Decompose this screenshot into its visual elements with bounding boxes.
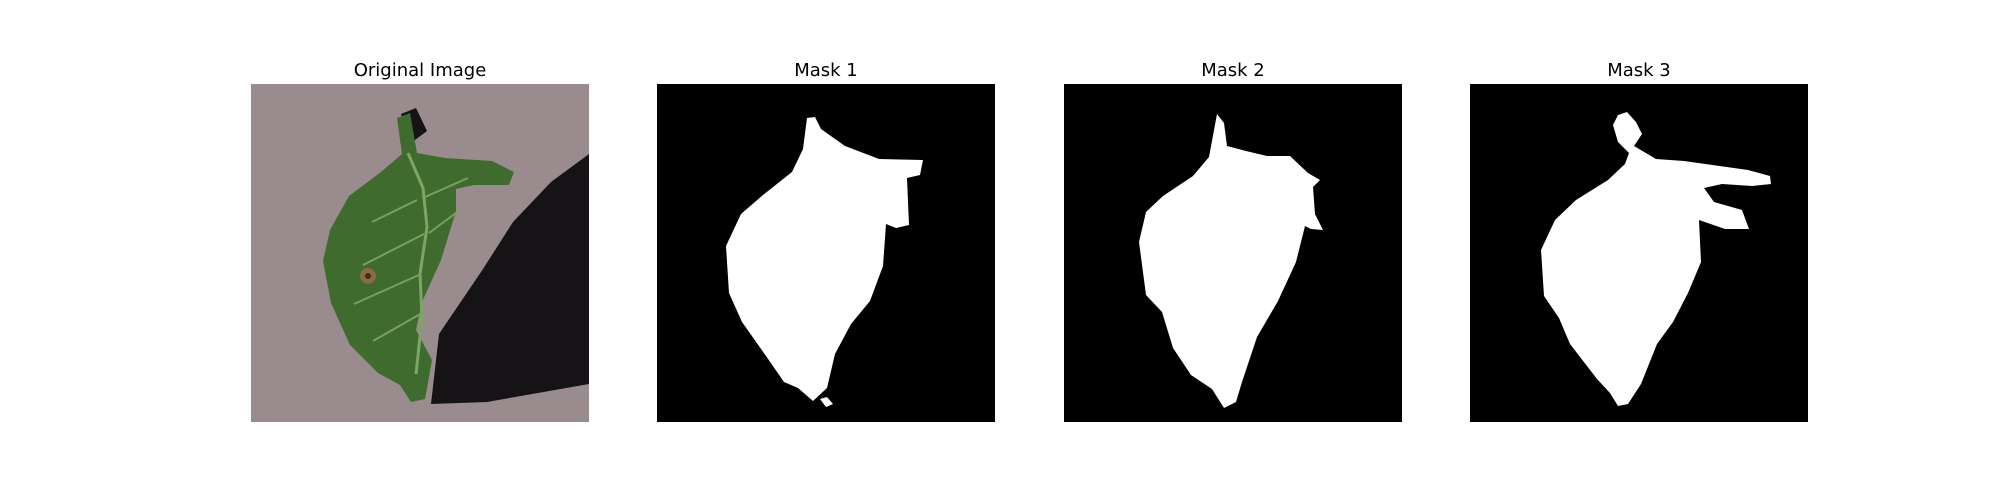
mask-1-small-region <box>820 397 833 407</box>
mask-2-foreground <box>1139 114 1323 408</box>
leaf-blade <box>323 113 514 402</box>
leaf-midrib <box>406 152 429 375</box>
mask-1-foreground <box>726 117 923 401</box>
mask-2-panel: Mask 2 <box>1064 58 1402 422</box>
mask-3-foreground <box>1541 112 1771 406</box>
original-leaf-image <box>251 84 589 422</box>
mask-3-image <box>1470 84 1808 422</box>
original-image-title: Original Image <box>353 60 487 81</box>
mask-1-panel: Mask 1 <box>657 58 995 422</box>
leaf-shadow <box>431 154 589 404</box>
mask-2-title: Mask 2 <box>1201 60 1265 81</box>
mask-3-panel: Mask 3 <box>1470 58 1808 422</box>
mask-1-image <box>657 84 995 422</box>
leaf-lesion-center <box>365 273 371 279</box>
mask-1-title: Mask 1 <box>794 60 858 81</box>
mask-2-image <box>1064 84 1402 422</box>
leaf-veins <box>353 177 469 342</box>
original-image-panel: Original Image <box>251 58 589 422</box>
mask-3-title: Mask 3 <box>1607 60 1671 81</box>
